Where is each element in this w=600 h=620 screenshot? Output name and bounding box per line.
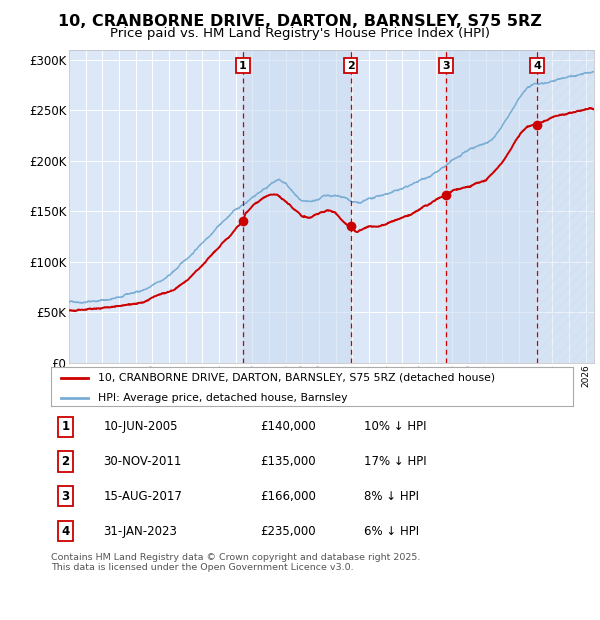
Text: 17% ↓ HPI: 17% ↓ HPI	[364, 455, 427, 468]
Text: Price paid vs. HM Land Registry's House Price Index (HPI): Price paid vs. HM Land Registry's House …	[110, 27, 490, 40]
Bar	[537, 50, 594, 363]
Text: 6% ↓ HPI: 6% ↓ HPI	[364, 525, 419, 538]
Text: 31-JAN-2023: 31-JAN-2023	[103, 525, 177, 538]
Text: 10% ↓ HPI: 10% ↓ HPI	[364, 420, 427, 433]
Text: 3: 3	[442, 61, 450, 71]
Text: 15-AUG-2017: 15-AUG-2017	[103, 490, 182, 503]
Text: 3: 3	[62, 490, 70, 503]
Text: 10-JUN-2005: 10-JUN-2005	[103, 420, 178, 433]
Text: £235,000: £235,000	[260, 525, 316, 538]
Text: Contains HM Land Registry data © Crown copyright and database right 2025.
This d: Contains HM Land Registry data © Crown c…	[51, 553, 421, 572]
Bar	[446, 50, 537, 363]
Text: 8% ↓ HPI: 8% ↓ HPI	[364, 490, 419, 503]
Text: 10, CRANBORNE DRIVE, DARTON, BARNSLEY, S75 5RZ: 10, CRANBORNE DRIVE, DARTON, BARNSLEY, S…	[58, 14, 542, 29]
Text: 2: 2	[62, 455, 70, 468]
Text: 4: 4	[533, 61, 541, 71]
Text: £135,000: £135,000	[260, 455, 316, 468]
Text: HPI: Average price, detached house, Barnsley: HPI: Average price, detached house, Barn…	[98, 392, 347, 402]
Text: 2: 2	[347, 61, 355, 71]
Bar	[243, 50, 351, 363]
Text: 4: 4	[61, 525, 70, 538]
Text: 30-NOV-2011: 30-NOV-2011	[103, 455, 182, 468]
Text: 1: 1	[62, 420, 70, 433]
Text: £140,000: £140,000	[260, 420, 316, 433]
Text: 1: 1	[239, 61, 247, 71]
Text: 10, CRANBORNE DRIVE, DARTON, BARNSLEY, S75 5RZ (detached house): 10, CRANBORNE DRIVE, DARTON, BARNSLEY, S…	[98, 373, 495, 383]
Text: £166,000: £166,000	[260, 490, 316, 503]
